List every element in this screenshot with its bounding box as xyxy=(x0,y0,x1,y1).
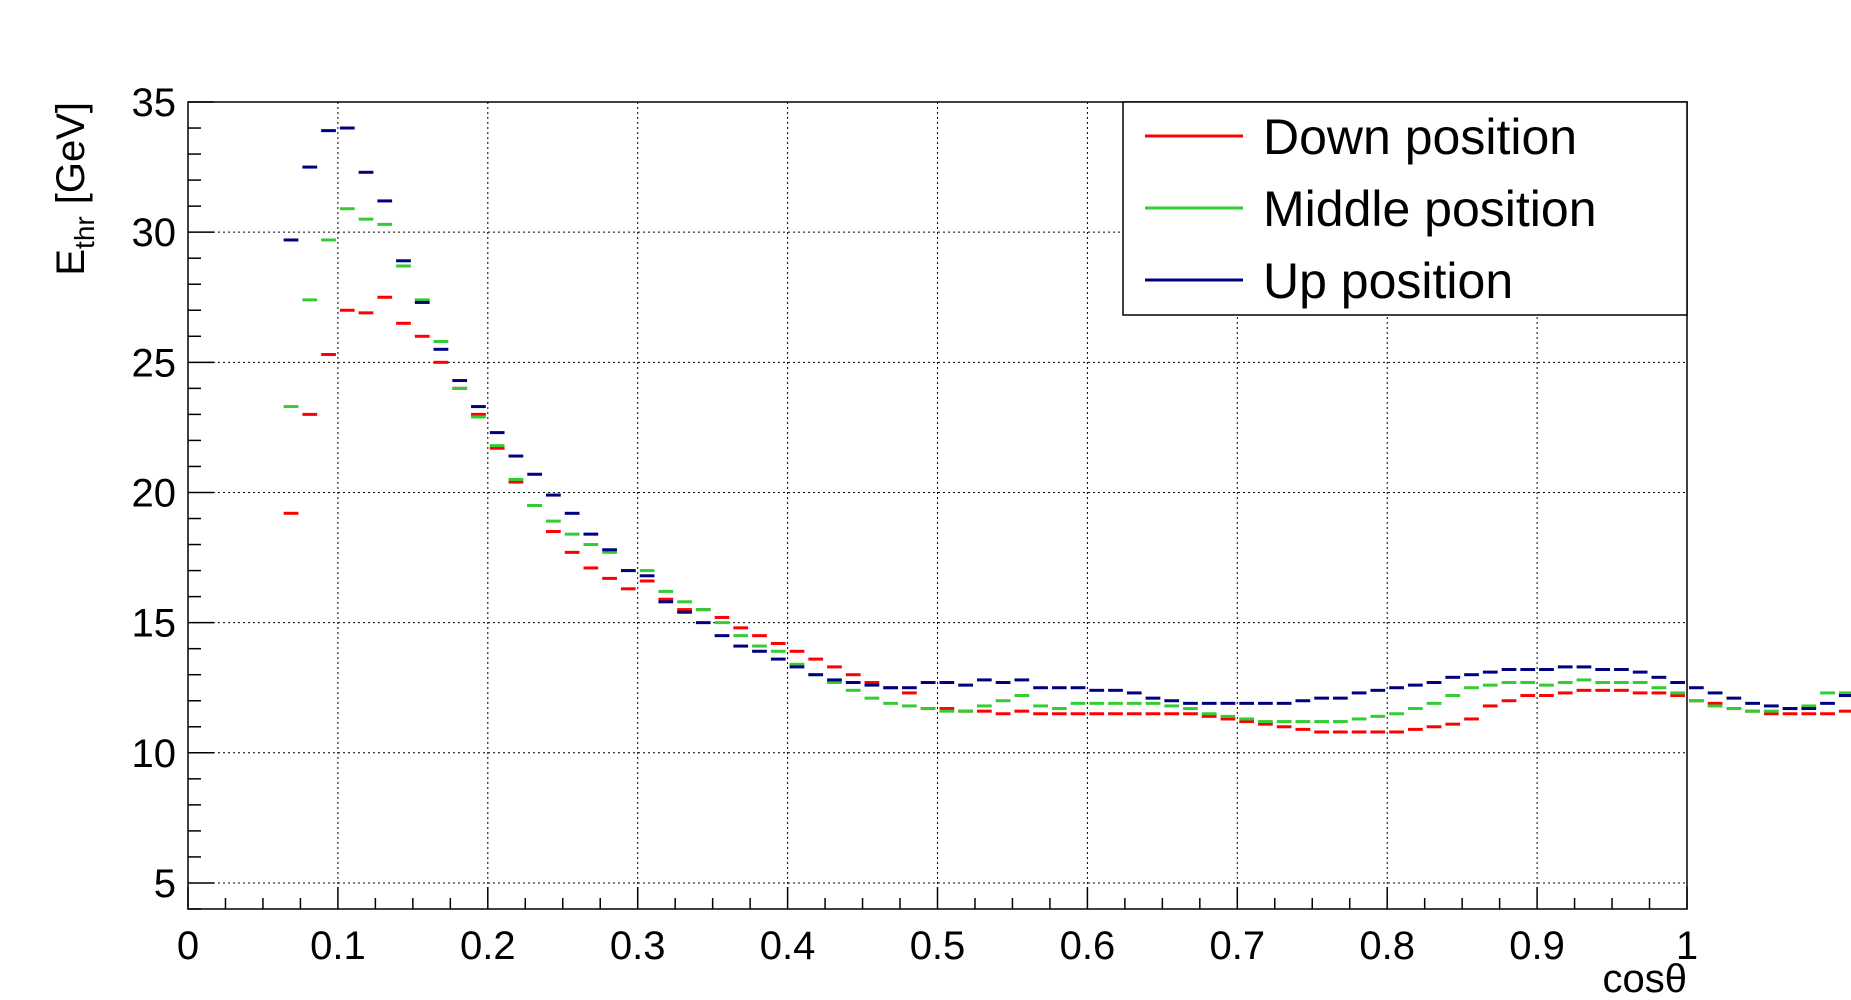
x-tick-label: 0.6 xyxy=(1060,924,1116,968)
y-axis-title: Ethr [GeV] xyxy=(49,102,100,276)
series-layer xyxy=(283,126,1851,734)
x-tick-label: 0.2 xyxy=(460,924,516,968)
y-tick-label: 20 xyxy=(132,471,177,515)
y-tick-labels: 5 10 15 20 25 30 35 xyxy=(132,81,177,906)
x-tick-label: 0 xyxy=(177,924,199,968)
legend-label-up: Up position xyxy=(1263,253,1513,309)
legend: Down position Middle position Up positio… xyxy=(1122,101,1688,316)
x-tick-label: 0.3 xyxy=(610,924,666,968)
x-axis-title: cosθ xyxy=(1603,957,1688,1000)
y-axis-title-subscript: thr xyxy=(69,216,100,249)
y-axis-title-main: E xyxy=(49,249,93,276)
x-tick-label: 0.5 xyxy=(910,924,966,968)
x-tick-label: 1 xyxy=(1676,924,1698,968)
y-tick-label: 30 xyxy=(132,211,177,255)
y-tick-label: 25 xyxy=(132,341,177,385)
series-middle-position xyxy=(283,207,1851,724)
series-up-position xyxy=(283,126,1851,711)
y-tick-label: 10 xyxy=(132,732,177,776)
y-tick-label: 5 xyxy=(154,862,176,906)
x-tick-label: 0.7 xyxy=(1209,924,1265,968)
x-tick-label: 0.9 xyxy=(1509,924,1565,968)
y-tick-label: 35 xyxy=(132,81,177,125)
x-tick-label: 0.1 xyxy=(310,924,366,968)
legend-entry-middle: Middle position xyxy=(1145,181,1597,237)
axis-ticks xyxy=(187,101,1688,910)
series-down-position xyxy=(283,295,1851,734)
x-tick-labels: 0 0.1 0.2 0.3 0.4 0.5 0.6 0.7 0.8 0.9 1 xyxy=(177,924,1698,968)
x-tick-label: 0.8 xyxy=(1359,924,1415,968)
y-axis-title-unit: [GeV] xyxy=(49,102,93,204)
legend-entry-down: Down position xyxy=(1145,109,1577,165)
x-tick-label: 0.4 xyxy=(760,924,816,968)
legend-entry-up: Up position xyxy=(1145,253,1513,309)
y-tick-label: 15 xyxy=(132,602,177,646)
legend-label-down: Down position xyxy=(1263,109,1577,165)
legend-label-middle: Middle position xyxy=(1263,181,1597,237)
